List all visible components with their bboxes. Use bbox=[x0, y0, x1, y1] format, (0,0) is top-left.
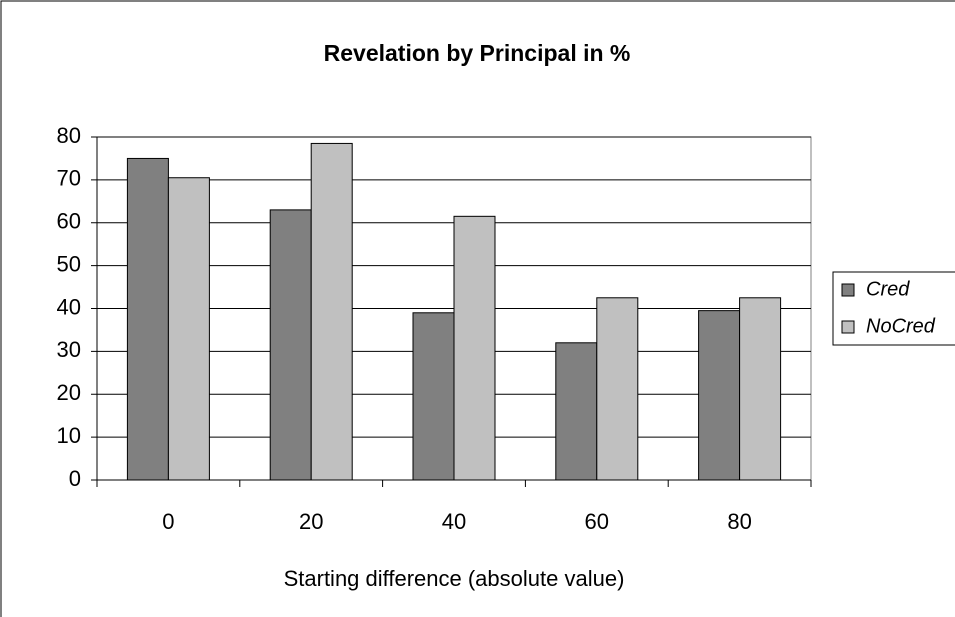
legend-label: Cred bbox=[866, 278, 910, 300]
y-tick-label: 10 bbox=[57, 423, 81, 448]
legend-label: NoCred bbox=[866, 315, 936, 337]
bar bbox=[739, 297, 782, 481]
legend-swatch bbox=[841, 283, 855, 297]
y-tick-label: 80 bbox=[57, 123, 81, 148]
bar bbox=[167, 177, 210, 481]
x-axis-label: Starting difference (absolute value) bbox=[284, 566, 625, 591]
y-tick-label: 50 bbox=[57, 251, 81, 276]
bar bbox=[596, 297, 639, 481]
legend-swatch bbox=[841, 320, 855, 334]
y-tick-label: 0 bbox=[69, 466, 81, 491]
x-tick-label: 80 bbox=[727, 509, 751, 534]
x-tick-label: 60 bbox=[585, 509, 609, 534]
chart-title: Revelation by Principal in % bbox=[324, 40, 631, 66]
y-tick-label: 40 bbox=[57, 294, 81, 319]
bar bbox=[453, 215, 496, 481]
x-tick-label: 40 bbox=[442, 509, 466, 534]
bar bbox=[412, 312, 455, 481]
x-tick-label: 0 bbox=[162, 509, 174, 534]
bar bbox=[310, 142, 353, 481]
y-tick-label: 20 bbox=[57, 380, 81, 405]
bar bbox=[126, 157, 169, 481]
y-tick-label: 30 bbox=[57, 337, 81, 362]
bar bbox=[269, 209, 312, 481]
y-tick-label: 60 bbox=[57, 209, 81, 234]
bar bbox=[698, 310, 741, 481]
bar bbox=[555, 342, 598, 481]
y-tick-label: 70 bbox=[57, 166, 81, 191]
x-tick-label: 20 bbox=[299, 509, 323, 534]
